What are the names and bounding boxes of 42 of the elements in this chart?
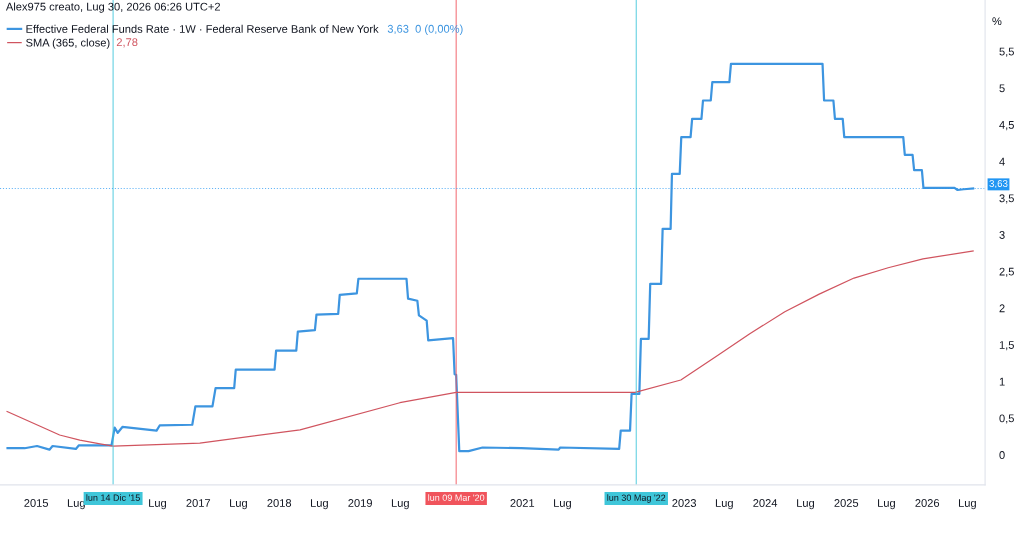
x-tick-label: 2023 [672,499,697,507]
y-tick-label: 0 [999,451,1005,459]
annotation: 2,78 [116,38,138,48]
y-tick-label: 1 [999,377,1005,386]
x-tick-label: 2015 [24,499,49,507]
ref-line-label: 3,63 [989,180,1008,189]
chart-subtitle: Alex975 creato, Lug 30, 2026 06:26 UTC+2 [5,2,221,13]
line-series [6,62,975,453]
x-tick-label: Lug [715,499,733,510]
x-tick-label: Lug [310,499,328,510]
y-tick-label: 2 [999,304,1005,313]
x-tick-label: 2026 [915,499,940,507]
x-tick-label: 2019 [348,499,372,507]
ref-line-label: lun 30 Mag '22 [607,494,666,503]
x-tick-label: Lug [391,499,409,510]
y-tick-label: 3,5 [999,194,1014,204]
x-tick-label: Lug [554,499,571,510]
legend-label: Effective Federal Funds Rate · 1W · Federal Reserve Bank of New York [26,24,379,33]
x-tick-label: 2021 [510,499,535,507]
annotation: 3,63 0 (0,00%) [387,24,463,35]
x-tick-label: 2018 [267,499,292,507]
y-tick-label: 5 [999,84,1005,93]
y-tick-label: 4 [999,157,1005,166]
y-tick-label: 5,5 [999,47,1014,57]
ref-line-label: lun 09 Mar '20 [428,494,485,501]
x-tick-label: Lug [230,499,247,510]
ref-line-label: lun 14 Dic '15 [86,494,140,501]
y-tick-label: 1,5 [999,341,1014,351]
y-tick-label: 4,5 [999,121,1014,131]
y-tick-label: 0,5 [999,414,1014,424]
x-tick-label: Lug [797,499,815,510]
x-tick-label: 2024 [753,499,778,507]
y-axis-title: % [992,17,1002,26]
x-tick-label: Lug [878,499,895,510]
x-tick-label: 2025 [834,499,859,507]
x-tick-label: 2017 [186,499,211,507]
legend-label: SMA (365, close) [26,38,110,49]
y-tick-label: 3 [999,231,1005,239]
x-tick-label: Lug [149,499,167,510]
x-tick-label: Lug [958,499,976,510]
y-tick-label: 2,5 [999,267,1014,277]
line-series [6,250,974,447]
